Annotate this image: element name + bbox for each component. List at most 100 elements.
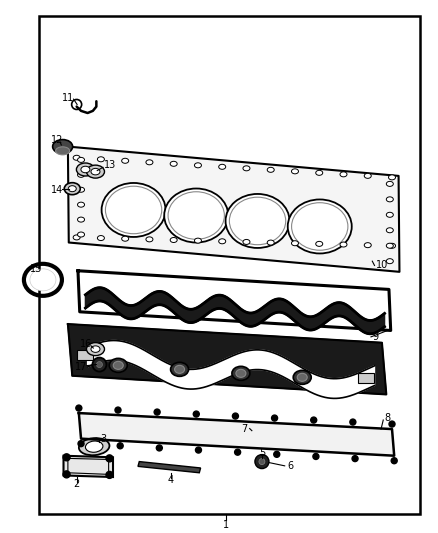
Ellipse shape: [85, 441, 103, 453]
Polygon shape: [88, 341, 374, 398]
Ellipse shape: [219, 164, 226, 169]
Text: 8: 8: [385, 414, 391, 423]
Text: 16: 16: [80, 339, 92, 349]
Ellipse shape: [291, 169, 298, 174]
Ellipse shape: [316, 241, 323, 246]
Ellipse shape: [78, 187, 85, 192]
Ellipse shape: [146, 160, 153, 165]
Ellipse shape: [340, 172, 347, 177]
Text: 6: 6: [287, 461, 293, 471]
Polygon shape: [85, 288, 385, 334]
Circle shape: [313, 454, 319, 459]
Ellipse shape: [146, 237, 153, 242]
Ellipse shape: [230, 197, 286, 245]
Circle shape: [106, 471, 113, 479]
Ellipse shape: [56, 147, 70, 155]
Circle shape: [117, 443, 123, 449]
Circle shape: [92, 358, 106, 372]
Text: 14: 14: [51, 185, 63, 195]
Ellipse shape: [267, 167, 274, 172]
Ellipse shape: [97, 236, 104, 240]
Polygon shape: [68, 324, 386, 394]
Circle shape: [76, 405, 82, 411]
Circle shape: [391, 458, 397, 464]
Ellipse shape: [297, 373, 307, 381]
Ellipse shape: [170, 238, 177, 243]
Text: 1: 1: [223, 520, 229, 530]
Text: 7: 7: [241, 424, 247, 433]
Ellipse shape: [53, 140, 73, 154]
Ellipse shape: [122, 158, 129, 163]
Ellipse shape: [316, 171, 323, 175]
Circle shape: [96, 361, 102, 368]
Ellipse shape: [194, 238, 201, 243]
Text: 11: 11: [62, 93, 74, 102]
Bar: [39, 16, 420, 514]
Circle shape: [63, 454, 70, 461]
Ellipse shape: [76, 163, 95, 176]
Ellipse shape: [168, 192, 224, 239]
Circle shape: [255, 455, 269, 469]
Ellipse shape: [175, 365, 184, 373]
Polygon shape: [64, 456, 113, 477]
Ellipse shape: [243, 166, 250, 171]
Text: 10: 10: [376, 261, 388, 270]
Polygon shape: [78, 271, 391, 330]
Circle shape: [274, 451, 280, 457]
Text: 4: 4: [168, 475, 174, 484]
Text: 15: 15: [30, 264, 42, 274]
Polygon shape: [68, 147, 399, 272]
Circle shape: [195, 447, 201, 453]
Ellipse shape: [170, 161, 177, 166]
Ellipse shape: [78, 217, 85, 222]
Ellipse shape: [243, 239, 250, 245]
Ellipse shape: [386, 181, 393, 187]
Bar: [358, 373, 374, 383]
Ellipse shape: [389, 243, 396, 248]
Ellipse shape: [113, 361, 123, 369]
Ellipse shape: [91, 168, 100, 175]
Ellipse shape: [340, 242, 347, 247]
Ellipse shape: [78, 232, 85, 237]
Ellipse shape: [291, 241, 298, 246]
Ellipse shape: [364, 243, 371, 248]
Ellipse shape: [267, 240, 274, 245]
Ellipse shape: [386, 212, 393, 217]
Bar: [78, 350, 93, 360]
Ellipse shape: [236, 369, 246, 377]
Circle shape: [259, 458, 265, 465]
Ellipse shape: [86, 343, 105, 356]
Circle shape: [154, 409, 160, 415]
Ellipse shape: [288, 199, 352, 254]
Circle shape: [233, 413, 238, 419]
Text: 9: 9: [372, 332, 378, 342]
Ellipse shape: [81, 166, 90, 173]
Ellipse shape: [293, 370, 311, 384]
Circle shape: [193, 411, 199, 417]
Ellipse shape: [73, 235, 80, 240]
Text: 5: 5: [259, 448, 265, 458]
Ellipse shape: [73, 155, 80, 160]
Ellipse shape: [86, 165, 105, 178]
Ellipse shape: [194, 163, 201, 168]
Text: 17: 17: [75, 362, 87, 372]
Ellipse shape: [386, 259, 393, 264]
Circle shape: [272, 415, 278, 421]
Ellipse shape: [30, 269, 56, 291]
Ellipse shape: [232, 366, 250, 381]
Circle shape: [63, 471, 70, 478]
Text: 13: 13: [104, 160, 117, 170]
Polygon shape: [138, 462, 201, 473]
Ellipse shape: [78, 172, 85, 177]
Circle shape: [389, 421, 395, 427]
Ellipse shape: [389, 175, 396, 180]
Ellipse shape: [102, 183, 166, 237]
Circle shape: [235, 449, 240, 455]
Ellipse shape: [109, 358, 127, 373]
Ellipse shape: [122, 236, 129, 241]
Ellipse shape: [78, 202, 85, 207]
Text: 3: 3: [100, 434, 106, 444]
Circle shape: [352, 456, 358, 462]
Circle shape: [311, 417, 317, 423]
Ellipse shape: [219, 239, 226, 244]
